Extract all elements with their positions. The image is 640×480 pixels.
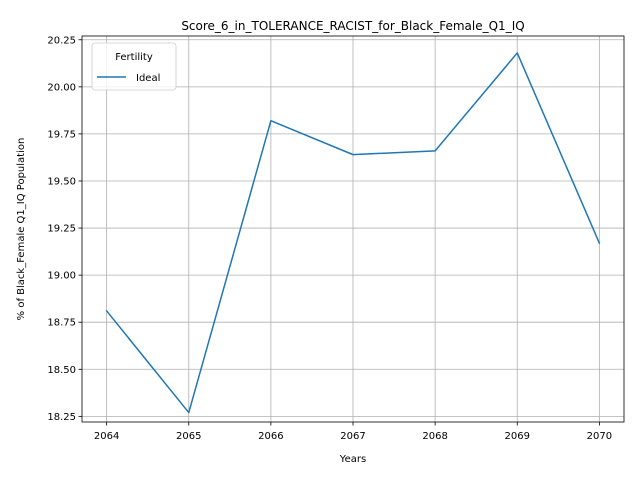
y-tick-label: 18.50: [47, 365, 76, 376]
x-axis-ticks: 2064 2065 2066 2067 2068 2069 2070: [94, 422, 612, 442]
x-tick-label: 2070: [587, 431, 612, 442]
y-axis-ticks: 18.25 18.50 18.75 19.00 19.25 19.50 19.75 20.00…: [47, 35, 82, 423]
y-tick-label: 19.00: [47, 271, 76, 282]
y-tick-label: 18.25: [47, 412, 76, 423]
series-lines: [105, 52, 601, 414]
x-tick-label: 2069: [505, 431, 530, 442]
grid: [82, 36, 624, 422]
x-tick-label: 2067: [340, 431, 365, 442]
y-tick-label: 19.50: [47, 176, 76, 187]
x-axis-label: Years: [339, 454, 366, 465]
legend: Fertility Ideal: [91, 42, 177, 91]
y-tick-label: 20.00: [47, 82, 76, 93]
legend-box: [91, 42, 177, 91]
x-tick-label: 2068: [422, 431, 447, 442]
chart-title: Score_6_in_TOLERANCE_RACIST_for_Black_Fe…: [181, 19, 524, 33]
y-tick-label: 20.25: [47, 35, 76, 46]
y-axis-label: % of Black_Female Q1_IQ Population: [16, 138, 27, 321]
legend-title: Fertility: [115, 52, 153, 63]
x-tick-label: 2064: [94, 431, 119, 442]
x-tick-label: 2066: [258, 431, 283, 442]
y-tick-label: 19.75: [47, 129, 76, 140]
y-tick-label: 19.25: [47, 224, 76, 235]
legend-label-ideal: Ideal: [136, 73, 160, 84]
x-tick-label: 2065: [176, 431, 201, 442]
y-tick-label: 18.75: [47, 318, 76, 329]
